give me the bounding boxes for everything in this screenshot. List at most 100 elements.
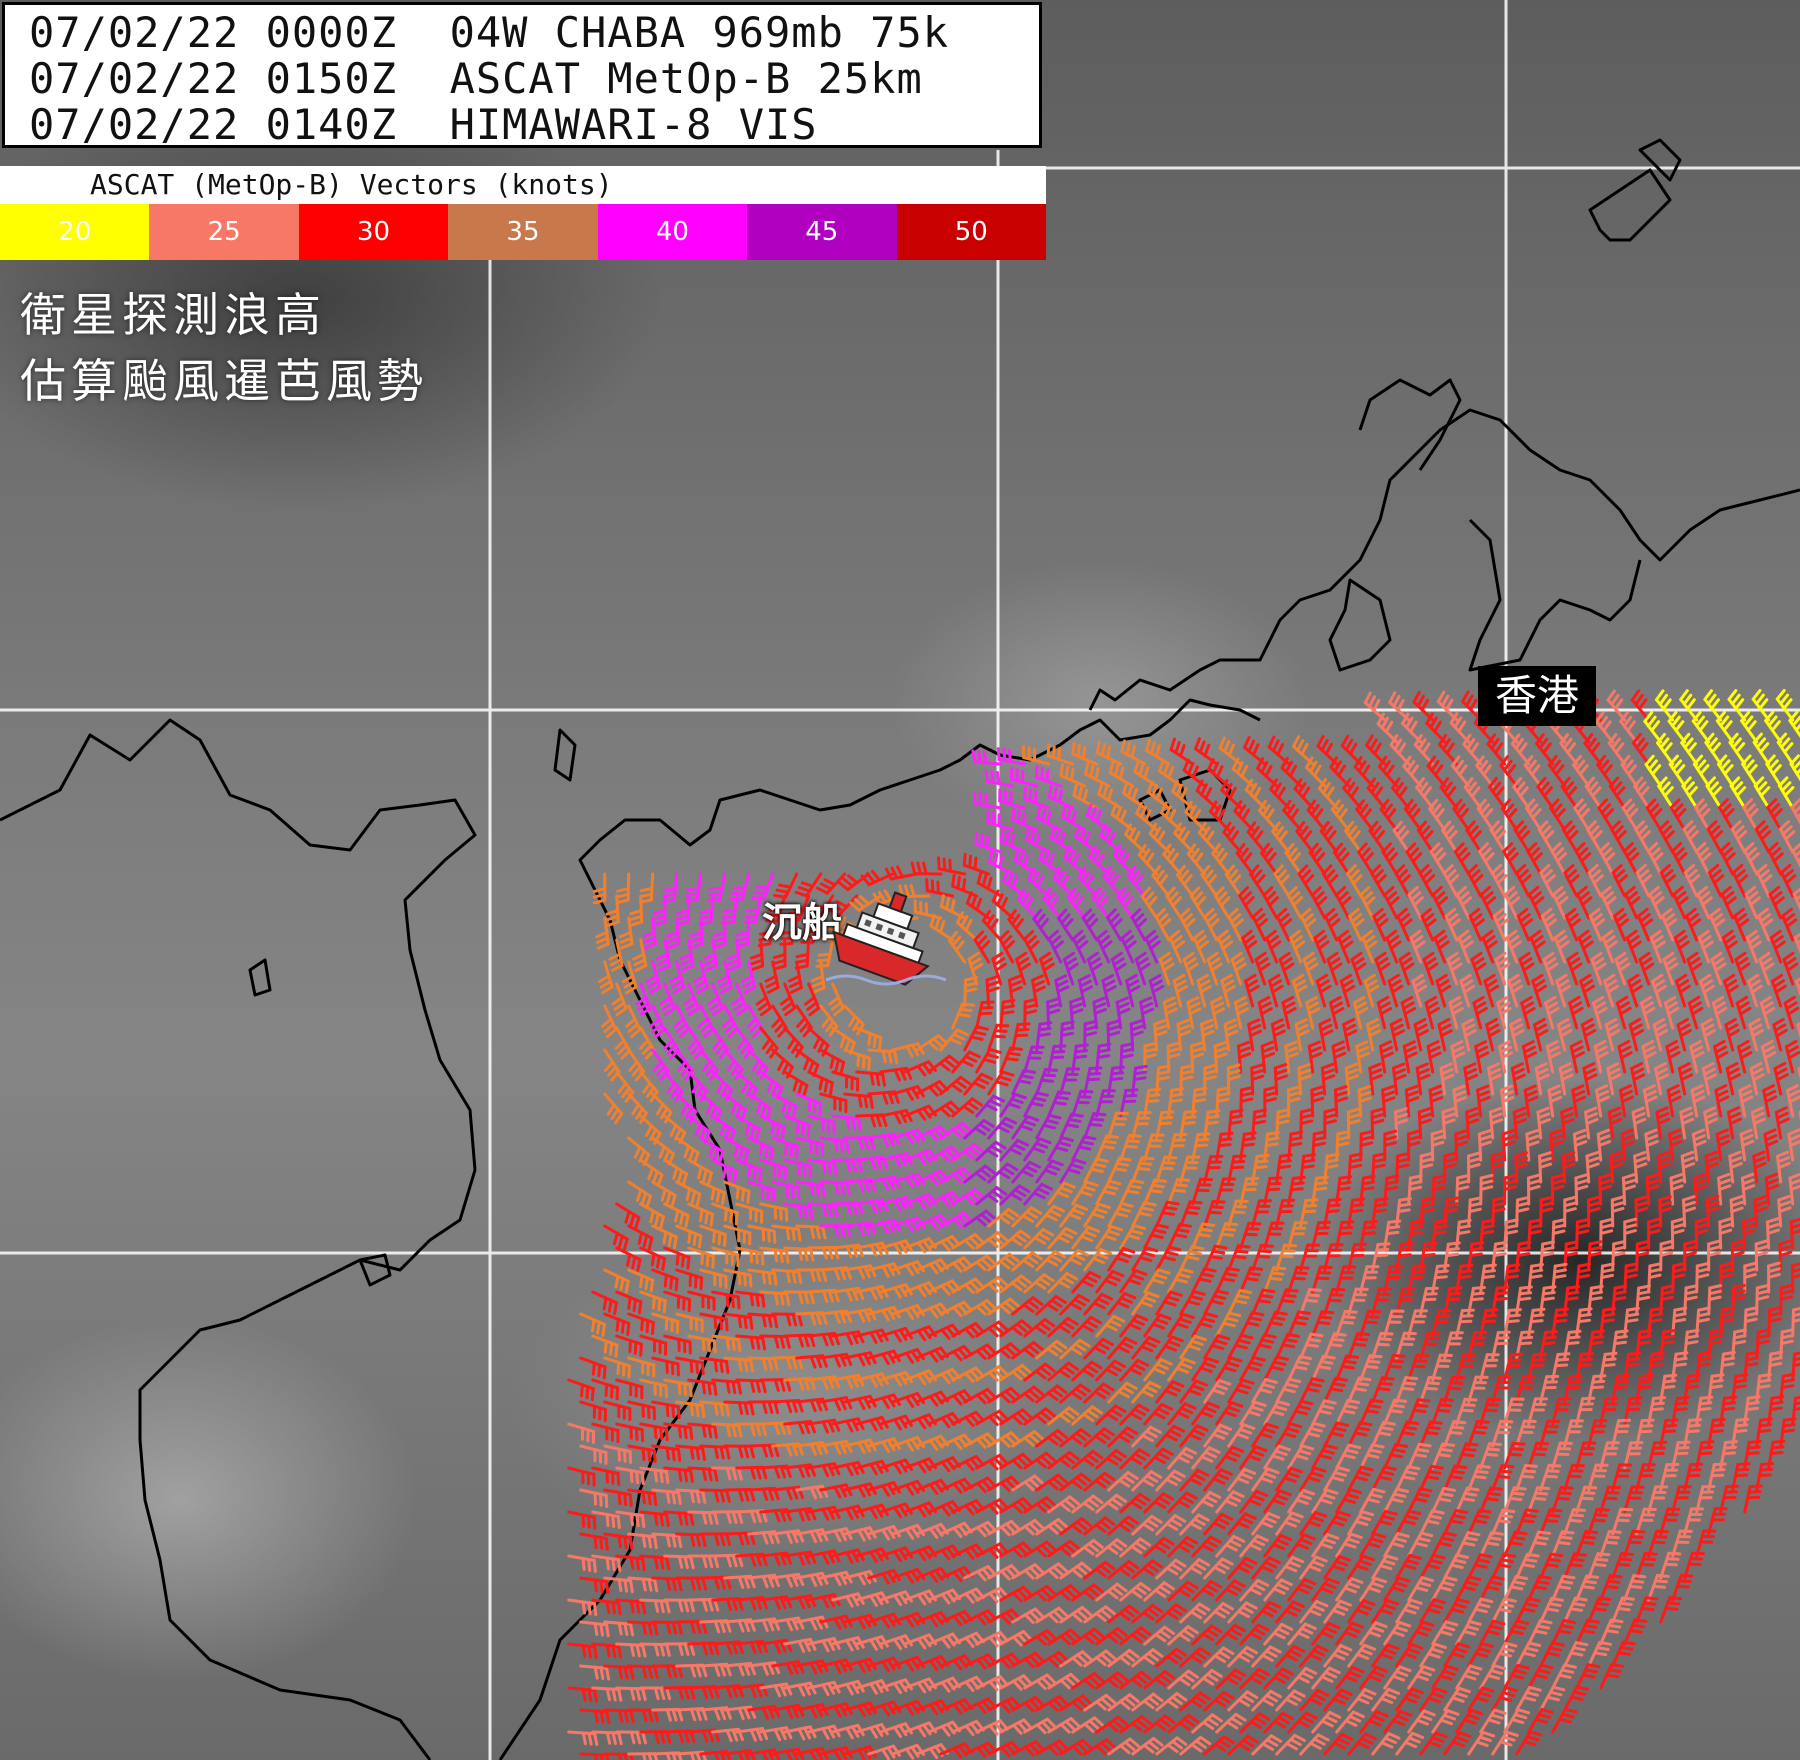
wind-barb-flag (1692, 1134, 1706, 1142)
wind-barb-flag (1696, 759, 1707, 771)
wind-barb-flag (1785, 918, 1798, 929)
wind-barb-flag (1470, 1241, 1485, 1246)
wind-barb-flag (994, 1140, 1007, 1150)
wind-barb-flag (898, 1284, 908, 1298)
wind-barb-flag (1775, 1028, 1788, 1038)
wind-barb-flag (1694, 1223, 1709, 1230)
wind-barb (1430, 1132, 1435, 1162)
wind-barb-flag (1192, 929, 1205, 940)
wind-barb-flag (1141, 1251, 1156, 1258)
wind-barb-flag (1478, 1134, 1492, 1142)
wind-barb-flag (1351, 874, 1363, 885)
wind-barb-flag (1314, 808, 1324, 821)
wind-barb-flag (1762, 962, 1775, 972)
wind-barb-flag (1023, 1009, 1038, 1015)
wind-barb-flag (1278, 1153, 1293, 1158)
wind-barb-flag (1458, 891, 1470, 902)
wind-barb-flag (1450, 755, 1461, 768)
wind-barb (795, 1180, 824, 1187)
wind-barb-flag (1709, 825, 1721, 836)
wind-barb-flag (1509, 1018, 1522, 1027)
wind-barb-flag (1232, 918, 1244, 929)
wind-barb-flag (1384, 1186, 1399, 1191)
wind-barb-flag (1639, 786, 1650, 798)
wind-barb-flag (1528, 803, 1539, 815)
wind-barb-flag (1256, 957, 1269, 967)
wind-barb-flag (1012, 1143, 1026, 1151)
wind-barb-flag (614, 1112, 624, 1125)
wind-barb-flag (1624, 885, 1636, 896)
wind-barb (1391, 786, 1411, 810)
wind-barb-flag (1511, 1067, 1525, 1076)
wind-barb-flag (1493, 742, 1504, 755)
wind-barb-flag (743, 985, 757, 994)
wind-barb-flag (1163, 1205, 1178, 1211)
wind-barb-flag (1175, 985, 1189, 994)
wind-barb-flag (1703, 1067, 1716, 1076)
wind-barb-flag (986, 876, 993, 891)
wind-barb-flag (1176, 1018, 1190, 1026)
wind-barb-flag (1227, 908, 1239, 919)
wind-barb-flag (1671, 1267, 1686, 1274)
wind-barb-flag (1204, 787, 1213, 800)
wind-barb-flag (1567, 786, 1578, 798)
wind-barb-flag (1070, 891, 1081, 904)
wind-barb-flag (1756, 781, 1768, 793)
wind-barb-flag (1125, 1189, 1140, 1195)
wind-barb-flag (1388, 896, 1400, 907)
wind-barb-flag (872, 1034, 877, 1048)
wind-barb-flag (1067, 1212, 1082, 1220)
wind-barb (1574, 1176, 1579, 1206)
wind-barb-flag (905, 1307, 915, 1320)
wind-barb-flag (727, 1167, 733, 1182)
wind-barb-flag (1042, 1273, 1055, 1283)
wind-barb-flag (1771, 764, 1782, 776)
wind-barb-flag (677, 1060, 688, 1072)
wind-barb-flag (869, 1113, 877, 1128)
wind-barb-flag (790, 906, 805, 911)
wind-barb-flag (1106, 1229, 1120, 1237)
wind-barb-flag (1533, 979, 1546, 989)
wind-barb-flag (1694, 1228, 1709, 1235)
wind-barb-flag (1695, 1273, 1710, 1279)
wind-barb-flag (1015, 1278, 1027, 1288)
wind-barb-flag (1713, 918, 1726, 929)
wind-barb-flag (857, 1136, 864, 1150)
wind-barb-flag (880, 1198, 889, 1212)
wind-barb-flag (1057, 746, 1062, 761)
wind-barb-flag (910, 1086, 920, 1100)
wind-barb (1551, 1220, 1556, 1250)
wind-barb-flag (952, 1305, 963, 1318)
wind-barb-flag (797, 1290, 804, 1305)
wind-barb-flag (1789, 1184, 1800, 1191)
wind-barb-flag (1754, 1206, 1768, 1213)
wind-barb-flag (1557, 896, 1569, 907)
wind-barb-flag (869, 1095, 874, 1109)
wind-barb-flag (1379, 1046, 1393, 1054)
wind-barb-flag (1169, 737, 1176, 752)
wind-barb-flag (1672, 1262, 1686, 1268)
wind-barb-flag (1136, 957, 1149, 967)
wind-barb-flag (1157, 1064, 1171, 1070)
wind-barb-flag (1550, 1179, 1565, 1186)
wind-barb (747, 1312, 777, 1318)
wind-barb-flag (1769, 803, 1780, 814)
wind-barb-flag (1791, 1273, 1800, 1279)
wind-barb-flag (1461, 979, 1474, 989)
wind-barb-flag (1622, 715, 1633, 728)
wind-barb-flag (1459, 1263, 1474, 1268)
wind-barb-flag (1708, 1289, 1722, 1296)
wind-barb-flag (694, 1274, 698, 1289)
wind-barb-flag (654, 1212, 660, 1226)
wind-barb-flag (1004, 1116, 1018, 1125)
wind-barb-flag (1553, 1268, 1567, 1274)
wind-barb-flag (1126, 784, 1134, 798)
wind-barb-flag (1065, 807, 1072, 822)
wind-barb-flag (1602, 891, 1615, 902)
wind-barb-flag (893, 1050, 899, 1065)
wind-barb-flag (1753, 1195, 1767, 1202)
wind-barb-flag (1742, 1222, 1756, 1230)
wind-barb-flag (1196, 973, 1209, 983)
wind-barb-flag (771, 1016, 782, 1028)
wind-barb-flag (1191, 765, 1199, 779)
